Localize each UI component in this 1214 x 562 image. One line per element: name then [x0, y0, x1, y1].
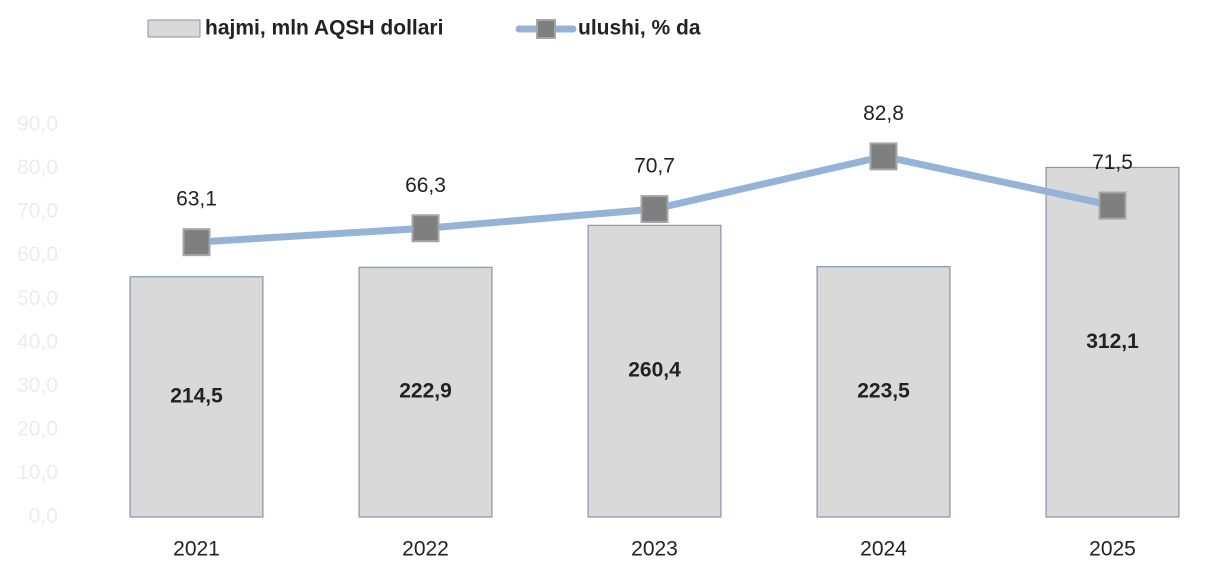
- line-value-label: 70,7: [634, 155, 675, 178]
- x-tick-label: 2024: [860, 538, 907, 561]
- line-marker: [182, 228, 211, 257]
- bar: [816, 266, 951, 518]
- y-tick-label: 80,0: [17, 156, 58, 179]
- y-tick-label: 40,0: [17, 330, 58, 353]
- bar-value-label: 312,1: [1086, 330, 1139, 353]
- line-marker: [640, 195, 669, 224]
- bar: [1045, 166, 1180, 518]
- x-tick-label: 2021: [173, 538, 220, 561]
- bar: [358, 266, 493, 518]
- line-marker: [1098, 191, 1127, 220]
- y-tick-label: 10,0: [17, 461, 58, 484]
- line-value-label: 63,1: [176, 188, 217, 211]
- y-tick-label: 30,0: [17, 374, 58, 397]
- legend-marker: [536, 19, 556, 39]
- bar-value-label: 222,9: [399, 380, 452, 403]
- line-marker: [869, 142, 898, 171]
- y-tick-label: 20,0: [17, 417, 58, 440]
- line-value-label: 82,8: [863, 102, 904, 125]
- bar-value-label: 260,4: [628, 359, 681, 382]
- legend-bar-swatch: [147, 19, 201, 38]
- legend-label: ulushi, % da: [578, 17, 701, 40]
- y-tick-label: 70,0: [17, 200, 58, 223]
- x-tick-label: 2025: [1089, 538, 1136, 561]
- y-tick-label: 90,0: [17, 113, 58, 136]
- x-tick-label: 2022: [402, 538, 449, 561]
- line-value-label: 71,5: [1092, 151, 1133, 174]
- bar-value-label: 223,5: [857, 379, 910, 402]
- y-tick-label: 60,0: [17, 243, 58, 266]
- legend-label: hajmi, mln AQSH dollari: [205, 17, 443, 40]
- line-value-label: 66,3: [405, 174, 446, 197]
- line-marker: [411, 214, 440, 243]
- x-tick-label: 2023: [631, 538, 678, 561]
- y-tick-label: 0,0: [29, 505, 58, 528]
- bar-value-label: 214,5: [170, 384, 223, 407]
- y-tick-label: 50,0: [17, 287, 58, 310]
- bar: [587, 224, 722, 518]
- bar: [129, 276, 264, 518]
